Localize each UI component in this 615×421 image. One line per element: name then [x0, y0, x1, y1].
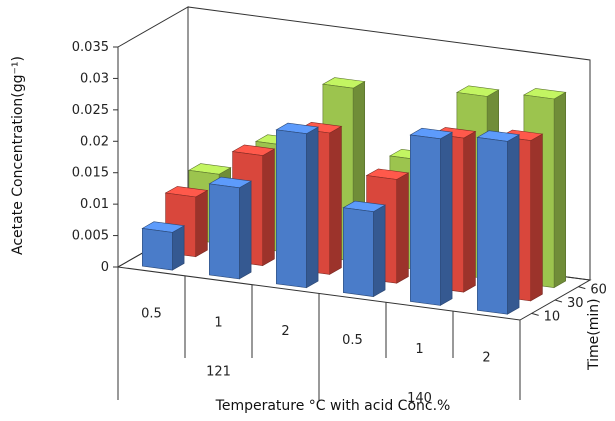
bar-front [409, 134, 441, 306]
y-axis-ticks: 0 0.005 0.01 0.015 0.02 0.025 0.03 0.035 [72, 40, 118, 275]
bar-side [396, 172, 409, 284]
y-tick-label: 0.01 [80, 197, 109, 212]
y-tick-label: 0.005 [72, 229, 109, 244]
bar-side [507, 134, 520, 315]
depth-tick-mark [578, 286, 586, 290]
y-tick-label: 0.02 [80, 134, 109, 149]
bar-side [530, 133, 543, 302]
bar-side [195, 189, 208, 258]
bar-0-4 [409, 127, 454, 306]
depth-tick-label: 30 [567, 296, 584, 311]
bar-side [262, 148, 275, 267]
depth-tick-label: 10 [544, 309, 561, 324]
x-tick-label: 0.5 [342, 333, 363, 348]
bar-front [275, 129, 307, 289]
bar-side [440, 131, 453, 306]
depth-axis-title: Time(min) [586, 298, 602, 371]
depth-axis-ticks: 10 30 60 [531, 283, 607, 324]
bar-side [329, 125, 342, 275]
bar-side [553, 91, 567, 289]
x-group-label: 121 [206, 364, 231, 379]
bar-0-1 [208, 176, 253, 280]
bar-side [306, 126, 319, 289]
bar-0-0 [141, 221, 186, 271]
y-tick-label: 0.035 [72, 40, 109, 55]
bar-front [209, 183, 240, 280]
x-group-label: 140 [407, 391, 432, 406]
bar-side [172, 225, 185, 271]
bars-layer [141, 77, 567, 315]
y-tick-label: 0.03 [80, 71, 109, 86]
y-tick-label: 0.015 [72, 166, 109, 181]
bar-side [239, 180, 252, 280]
bar-side [373, 204, 386, 298]
x-tick-label: 0.5 [141, 306, 162, 321]
x-tick-label: 1 [415, 342, 423, 357]
depth-tick-mark [554, 299, 563, 303]
x-tick-label: 2 [281, 324, 289, 339]
bar-0-2 [275, 122, 320, 289]
depth-tick-label: 60 [590, 283, 607, 298]
x-tick-label: 1 [214, 315, 222, 330]
y-tick-label: 0 [101, 260, 109, 275]
bar-0-3 [342, 200, 387, 298]
y-axis-title: Acetate Concentration(gg⁻¹) [10, 56, 26, 255]
bar-front [142, 228, 173, 271]
bar-front [342, 207, 374, 297]
bar-side [463, 130, 476, 293]
x-tick-label: 2 [482, 351, 490, 366]
x-axis-title: Temperature °C with acid Conc.% [215, 398, 451, 414]
bar-front [476, 137, 508, 315]
depth-tick-mark [531, 312, 539, 316]
y-tick-label: 0.025 [72, 103, 109, 118]
bar-0-5 [476, 130, 521, 315]
